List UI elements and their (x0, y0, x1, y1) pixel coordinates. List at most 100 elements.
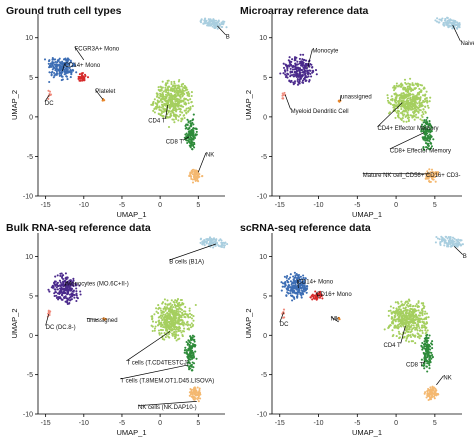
data-point (175, 310, 177, 312)
data-point (186, 351, 188, 353)
data-point (196, 178, 198, 180)
annotation-label: Mature NK cell_CD56+ CD16+ CD3- (363, 173, 461, 179)
data-point (419, 337, 421, 339)
data-point (391, 95, 393, 97)
data-point (175, 114, 177, 116)
data-point (168, 322, 170, 324)
data-point (160, 332, 162, 334)
data-point (409, 78, 411, 80)
data-point (397, 314, 399, 316)
data-point (193, 398, 195, 400)
data-point (389, 310, 391, 312)
data-point (398, 84, 400, 86)
data-point (413, 99, 415, 101)
data-point (167, 92, 169, 94)
data-point (392, 335, 394, 337)
data-point (164, 318, 166, 320)
data-point (190, 393, 192, 395)
data-point (424, 95, 426, 97)
data-point (424, 393, 426, 395)
data-point (76, 296, 78, 298)
data-point (65, 277, 67, 279)
data-point (295, 67, 297, 69)
data-point (182, 335, 184, 337)
data-point (414, 104, 416, 106)
data-point (396, 309, 398, 311)
annotation-label: CD14+ Mono (298, 279, 334, 285)
data-point (189, 313, 191, 315)
data-point (165, 91, 167, 93)
data-point (191, 391, 193, 393)
data-point (429, 137, 431, 139)
data-point (174, 317, 176, 319)
data-point (436, 393, 438, 395)
series-cd14-mono (44, 57, 77, 83)
data-point (424, 313, 426, 315)
data-point (165, 84, 167, 86)
annotation-label: NK cells (NK.DAP10-) (138, 405, 197, 411)
data-point (421, 330, 423, 332)
y-axis-title: UMAP_2 (244, 90, 253, 120)
data-point (57, 274, 59, 276)
data-point (292, 81, 294, 83)
panel-title: Bulk RNA-seq reference data (6, 222, 151, 234)
data-point (281, 290, 283, 292)
data-point (191, 396, 193, 398)
data-point (429, 97, 431, 99)
data-point (447, 243, 449, 245)
data-point (220, 26, 222, 28)
data-point (169, 325, 171, 327)
data-point (280, 281, 282, 283)
data-point (426, 349, 428, 351)
data-point (403, 318, 405, 320)
data-point (196, 128, 198, 130)
data-point (197, 386, 199, 388)
data-point (73, 297, 75, 299)
data-point (172, 85, 174, 87)
data-point (48, 291, 50, 293)
data-point (207, 24, 209, 26)
data-point (47, 289, 49, 291)
series-fcgr3a-mono (77, 72, 89, 82)
data-point (174, 96, 176, 98)
data-point (444, 20, 446, 22)
data-point (450, 240, 452, 242)
data-point (212, 246, 214, 248)
data-point (201, 18, 203, 20)
data-point (176, 103, 178, 105)
data-point (55, 295, 57, 297)
series-dc-dc-8 (47, 310, 51, 318)
data-point (164, 324, 166, 326)
data-point (426, 97, 428, 99)
data-point (56, 282, 58, 284)
data-point (297, 63, 299, 65)
data-point (181, 95, 183, 97)
x-tick-label: 0 (158, 420, 162, 427)
annotation-label: CD4 T (148, 118, 166, 124)
data-point (291, 299, 293, 301)
data-point (309, 63, 311, 65)
data-point (168, 333, 170, 335)
data-point (304, 67, 306, 69)
data-point (396, 327, 398, 329)
data-point (287, 292, 289, 294)
data-point (169, 95, 171, 97)
series-cd14-mono (280, 272, 308, 302)
data-point (283, 67, 285, 69)
data-point (420, 89, 422, 91)
y-tick-label: 0 (263, 333, 267, 340)
data-point (417, 117, 419, 119)
data-point (189, 316, 191, 318)
data-point (443, 244, 445, 246)
data-point (202, 243, 204, 245)
data-point (424, 137, 426, 139)
data-point (406, 300, 408, 302)
data-point (419, 312, 421, 314)
data-point (66, 287, 68, 289)
data-point (220, 242, 222, 244)
data-point (190, 178, 192, 180)
data-point (56, 64, 58, 66)
data-point (166, 95, 168, 97)
data-point (418, 325, 420, 327)
